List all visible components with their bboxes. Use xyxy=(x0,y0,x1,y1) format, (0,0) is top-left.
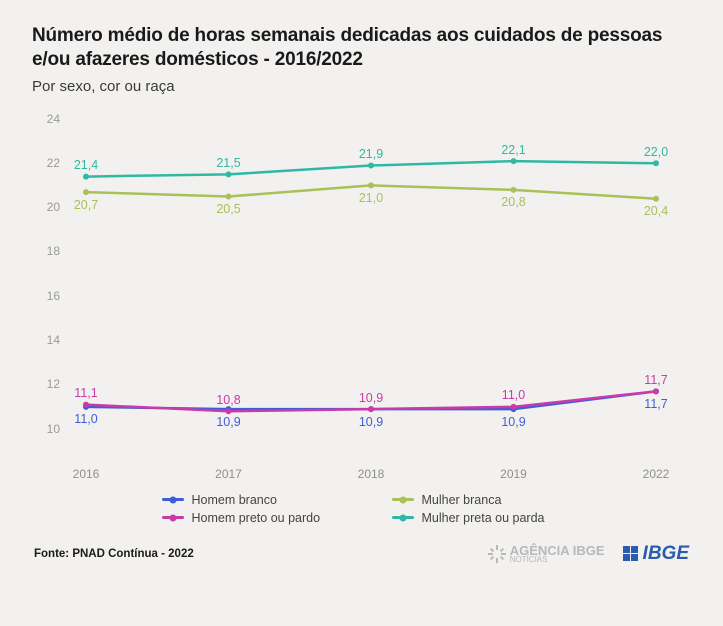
data-label: 11,7 xyxy=(644,373,667,387)
data-label: 10,9 xyxy=(501,415,525,429)
legend-item: Homem branco xyxy=(162,493,332,507)
x-axis-tick: 2016 xyxy=(73,467,100,481)
legend-label: Homem preto ou pardo xyxy=(192,511,321,525)
agencia-logo-icon xyxy=(488,545,506,563)
ibge-logo: IBGE xyxy=(623,543,689,565)
series-marker xyxy=(226,171,232,177)
x-axis-tick: 2017 xyxy=(215,467,242,481)
series-marker xyxy=(368,162,374,168)
y-axis-tick: 18 xyxy=(26,244,60,258)
data-label: 21,9 xyxy=(359,147,383,161)
data-label: 21,4 xyxy=(74,158,98,172)
legend-swatch xyxy=(162,498,184,501)
data-label: 11,0 xyxy=(74,412,97,426)
chart-legend: Homem branco Mulher branca Homem preto ou … xyxy=(32,493,691,525)
legend-item: Mulher preta ou parda xyxy=(392,511,562,525)
series-marker xyxy=(83,173,89,179)
data-label: 11,1 xyxy=(74,386,97,400)
data-label: 10,9 xyxy=(216,415,240,429)
y-axis-tick: 22 xyxy=(26,156,60,170)
y-axis-tick: 10 xyxy=(26,422,60,436)
data-label: 20,7 xyxy=(74,198,98,212)
data-label: 11,0 xyxy=(502,388,525,402)
legend-swatch xyxy=(162,516,184,519)
data-label: 10,9 xyxy=(359,415,383,429)
series-marker xyxy=(368,406,374,412)
chart-container: Número médio de horas semanais dedicadas… xyxy=(0,0,723,581)
y-axis-tick: 24 xyxy=(26,112,60,126)
series-marker xyxy=(511,158,517,164)
series-marker xyxy=(511,186,517,192)
legend-item: Mulher branca xyxy=(392,493,562,507)
series-marker xyxy=(83,189,89,195)
x-axis-tick: 2022 xyxy=(643,467,670,481)
data-label: 20,5 xyxy=(216,202,240,216)
y-axis-tick: 14 xyxy=(26,333,60,347)
ibge-logo-icon xyxy=(623,546,639,562)
data-label: 10,8 xyxy=(216,393,240,407)
legend-label: Mulher preta ou parda xyxy=(422,511,545,525)
legend-swatch xyxy=(392,516,414,519)
chart-subtitle: Por sexo, cor ou raça xyxy=(32,78,691,95)
logos: AGÊNCIA IBGE NOTÍCIAS IBGE xyxy=(488,543,689,565)
agencia-ibge-logo: AGÊNCIA IBGE NOTÍCIAS xyxy=(488,543,605,564)
legend-swatch xyxy=(392,498,414,501)
chart-area: 10121416182022242016201720182019202211,0… xyxy=(26,109,686,489)
data-label: 11,7 xyxy=(644,397,667,411)
series-marker xyxy=(653,388,659,394)
chart-footer: Fonte: PNAD Contínua - 2022 AGÊNCIA IBGE xyxy=(32,543,691,565)
chart-title: Número médio de horas semanais dedicadas… xyxy=(32,24,691,72)
y-axis-tick: 20 xyxy=(26,200,60,214)
data-label: 22,0 xyxy=(644,145,668,159)
series-marker xyxy=(653,160,659,166)
legend-label: Mulher branca xyxy=(422,493,502,507)
series-marker xyxy=(511,403,517,409)
y-axis-tick: 12 xyxy=(26,377,60,391)
chart-plot xyxy=(66,119,676,459)
y-axis-tick: 16 xyxy=(26,289,60,303)
legend-item: Homem preto ou pardo xyxy=(162,511,332,525)
data-label: 10,9 xyxy=(359,391,383,405)
ibge-logo-text: IBGE xyxy=(643,543,689,565)
series-marker xyxy=(653,195,659,201)
data-label: 21,5 xyxy=(216,156,240,170)
chart-source: Fonte: PNAD Contínua - 2022 xyxy=(34,548,194,560)
series-marker xyxy=(368,182,374,188)
x-axis-tick: 2018 xyxy=(358,467,385,481)
series-marker xyxy=(226,193,232,199)
data-label: 20,4 xyxy=(644,204,668,218)
legend-label: Homem branco xyxy=(192,493,277,507)
series-marker xyxy=(226,408,232,414)
data-label: 21,0 xyxy=(359,191,383,205)
data-label: 20,8 xyxy=(501,195,525,209)
data-label: 22,1 xyxy=(501,143,525,157)
series-marker xyxy=(83,401,89,407)
x-axis-tick: 2019 xyxy=(500,467,527,481)
